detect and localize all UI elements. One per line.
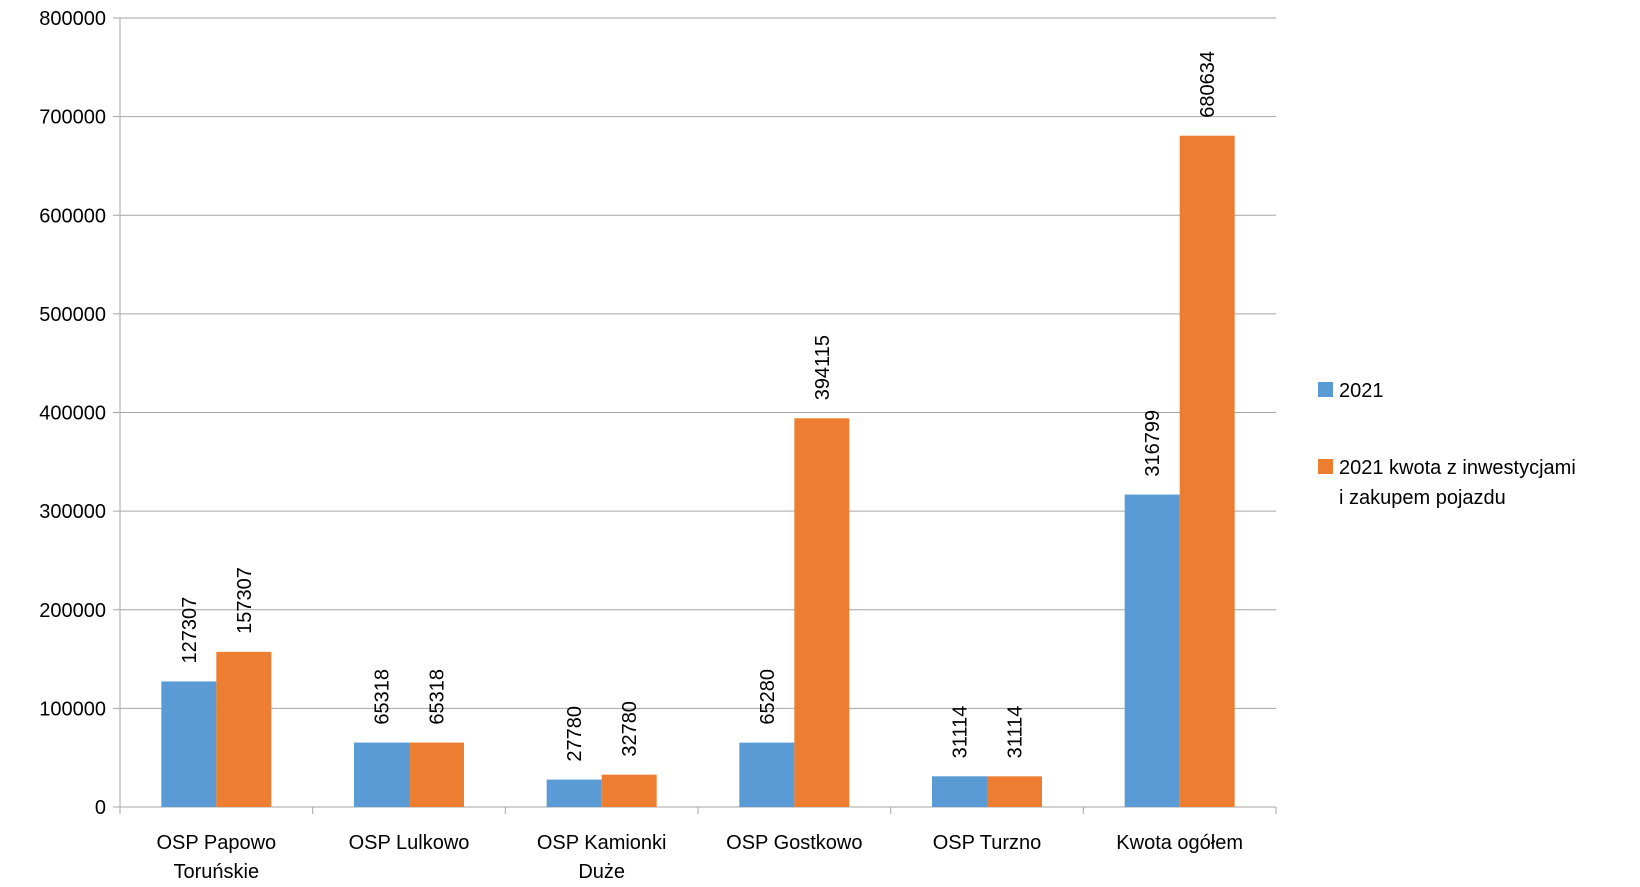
legend-label: 2021 kwota z inwestycjami bbox=[1339, 457, 1576, 479]
data-label: 31114 bbox=[1005, 706, 1027, 759]
bar bbox=[987, 776, 1042, 807]
legend-label: i zakupem pojazdu bbox=[1339, 487, 1506, 509]
x-category-label: Toruńskie bbox=[174, 861, 260, 882]
data-labels: 127307 65318 27780 65280 31114 316799 157307 65… bbox=[179, 51, 1219, 762]
x-category-label: OSP Gostkowo bbox=[726, 832, 862, 854]
data-label: 27780 bbox=[564, 706, 586, 762]
bar bbox=[216, 651, 272, 807]
bar bbox=[1179, 135, 1235, 807]
bar bbox=[161, 681, 217, 807]
data-label: 394115 bbox=[812, 335, 834, 400]
data-label: 31114 bbox=[950, 706, 972, 759]
y-tick-label: 400000 bbox=[39, 403, 106, 425]
x-category-label: Duże bbox=[578, 861, 625, 882]
bar bbox=[739, 742, 795, 807]
gridlines bbox=[120, 17, 1276, 709]
y-tick-label: 800000 bbox=[39, 8, 106, 30]
data-label: 65318 bbox=[372, 669, 394, 725]
legend: 2021 2021 kwota z inwestycjami i zakupem p… bbox=[1318, 380, 1576, 509]
data-label: 127307 bbox=[179, 597, 201, 664]
bar bbox=[601, 774, 657, 807]
x-category-label: OSP Kamionki bbox=[537, 832, 667, 854]
bar bbox=[546, 779, 602, 807]
y-tick-label: 700000 bbox=[39, 107, 106, 129]
bar bbox=[1124, 494, 1180, 807]
y-tick-label: 100000 bbox=[39, 698, 106, 720]
bar bbox=[794, 418, 850, 807]
bar bbox=[354, 742, 409, 807]
x-category-label: OSP Lulkowo bbox=[349, 832, 470, 854]
data-label: 32780 bbox=[619, 701, 641, 757]
bar bbox=[409, 742, 464, 807]
y-tick-label: 600000 bbox=[39, 205, 106, 227]
data-label: 680634 bbox=[1197, 51, 1219, 118]
legend-swatch bbox=[1318, 459, 1333, 474]
legend-label: 2021 bbox=[1339, 380, 1384, 402]
data-label: 316799 bbox=[1142, 410, 1164, 477]
bars bbox=[161, 135, 1235, 807]
data-label: 65318 bbox=[427, 669, 449, 725]
legend-swatch bbox=[1318, 382, 1333, 397]
x-category-label: OSP Turzno bbox=[933, 832, 1042, 854]
y-tick-label: 300000 bbox=[39, 501, 106, 523]
axes: 0 100000 200000 300000 400000 500000 600000 700… bbox=[39, 8, 1277, 883]
x-category-label: OSP Papowo bbox=[156, 832, 276, 854]
bar bbox=[932, 776, 987, 807]
y-tick-label: 200000 bbox=[39, 600, 106, 622]
y-tick-label: 0 bbox=[95, 797, 106, 819]
data-label: 157307 bbox=[234, 567, 256, 634]
y-tick-label: 500000 bbox=[39, 304, 106, 326]
x-category-label: Kwota ogółem bbox=[1116, 832, 1243, 854]
data-label: 65280 bbox=[757, 669, 779, 725]
